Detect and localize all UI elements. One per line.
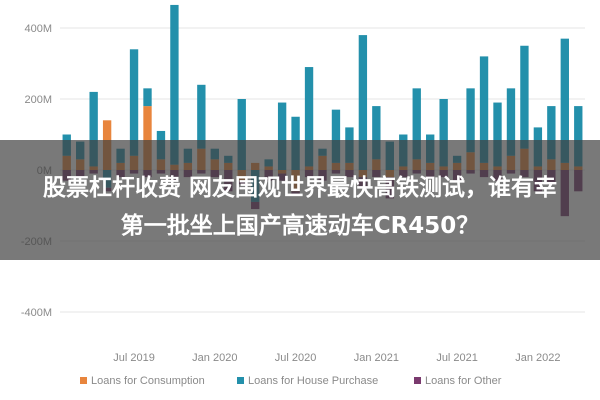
bar-house	[143, 88, 152, 107]
bar-house	[520, 45, 529, 149]
bar-house	[197, 84, 206, 149]
x-tick-label: Jan 2022	[515, 352, 560, 364]
headline-line-1: 股票杠杆收费 网友围观世界最快高铁测试，谁有幸	[42, 175, 557, 201]
y-tick-label: 200M	[24, 94, 52, 106]
bar-house	[547, 106, 556, 160]
bar-house	[560, 38, 569, 163]
legend-swatch-house	[237, 377, 244, 384]
x-tick-label: Jul 2021	[436, 352, 478, 364]
bar-house	[89, 91, 98, 167]
bar-house	[331, 109, 341, 163]
bar-house	[358, 35, 368, 170]
bar-house	[493, 102, 502, 167]
bar-house	[412, 88, 421, 160]
x-tick-label: Jul 2020	[275, 352, 317, 364]
legend-swatch-other	[414, 377, 421, 384]
x-tick-label: Jan 2020	[192, 352, 237, 364]
bar-house	[129, 49, 139, 156]
legend: Loans for Consumption Loans for House Pur…	[80, 375, 502, 387]
x-axis: Jul 2019 Jan 2020 Jul 2020 Jan 2021 Jul 2021…	[113, 352, 560, 364]
headline-banner: 股票杠杆收费 网友围观世界最快高铁测试，谁有幸 第一批坐上国产高速动车CR450…	[0, 140, 600, 260]
bar-house	[506, 88, 516, 156]
y-tick-label: 400M	[24, 23, 52, 35]
headline-line-2: 第一批坐上国产高速动车CR450？	[120, 213, 480, 239]
legend-label-house: Loans for House Purchase	[248, 375, 378, 387]
x-tick-label: Jul 2019	[113, 352, 155, 364]
bar-house	[237, 99, 246, 170]
y-tick-label: -400M	[21, 307, 52, 319]
bar-house	[372, 106, 381, 160]
bar-house	[170, 4, 179, 165]
bar-consumption	[143, 106, 152, 170]
bar-house	[479, 56, 489, 163]
bar-house	[277, 102, 287, 170]
bar-house	[466, 88, 475, 153]
bar-house	[304, 67, 314, 167]
bar-house	[574, 106, 583, 167]
x-tick-label: Jan 2021	[354, 352, 399, 364]
legend-label-consumption: Loans for Consumption	[91, 375, 205, 387]
legend-label-other: Loans for Other	[425, 375, 502, 387]
bar-house	[439, 99, 448, 167]
legend-swatch-consumption	[80, 377, 87, 384]
